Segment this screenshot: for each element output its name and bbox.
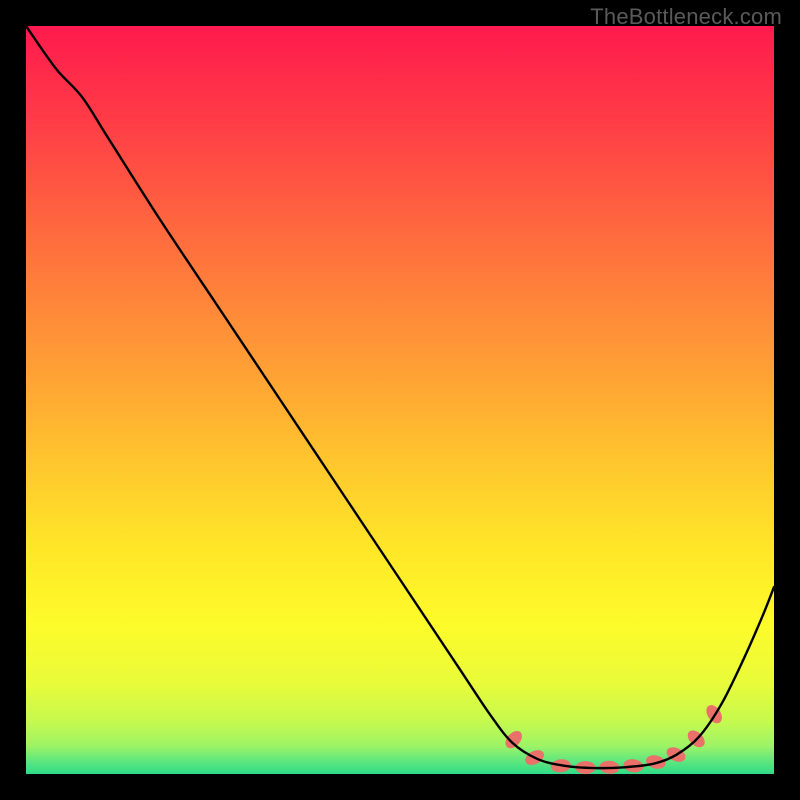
bottleneck-curve-chart — [0, 0, 800, 800]
watermark-text: TheBottleneck.com — [590, 4, 782, 30]
chart-outer-frame: TheBottleneck.com — [0, 0, 800, 800]
chart-gradient-background — [26, 26, 774, 774]
